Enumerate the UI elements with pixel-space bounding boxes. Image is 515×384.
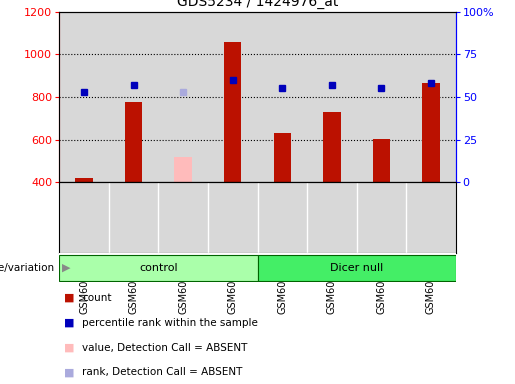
Bar: [356, 12, 406, 182]
Text: percentile rank within the sample: percentile rank within the sample: [82, 318, 259, 328]
Bar: [75, 178, 93, 182]
Bar: [109, 12, 158, 182]
Text: ■: ■: [64, 343, 75, 353]
Bar: [307, 12, 356, 182]
Bar: [175, 157, 192, 182]
Text: count: count: [82, 293, 112, 303]
Bar: [258, 255, 456, 281]
Text: control: control: [139, 263, 178, 273]
Bar: [208, 12, 258, 182]
Bar: [59, 255, 258, 281]
Bar: [224, 43, 242, 182]
Bar: [406, 12, 456, 182]
Bar: [125, 102, 142, 182]
Bar: [273, 133, 291, 182]
Text: genotype/variation: genotype/variation: [0, 263, 54, 273]
Bar: [59, 12, 109, 182]
Text: ▶: ▶: [62, 263, 71, 273]
Bar: [422, 83, 440, 182]
Title: GDS5234 / 1424976_at: GDS5234 / 1424976_at: [177, 0, 338, 9]
Bar: [323, 112, 340, 182]
Text: ■: ■: [64, 367, 75, 377]
Bar: [158, 12, 208, 182]
Text: value, Detection Call = ABSENT: value, Detection Call = ABSENT: [82, 343, 248, 353]
Text: Dicer null: Dicer null: [330, 263, 383, 273]
Text: rank, Detection Call = ABSENT: rank, Detection Call = ABSENT: [82, 367, 243, 377]
Bar: [373, 139, 390, 182]
Text: ■: ■: [64, 318, 75, 328]
Text: ■: ■: [64, 293, 75, 303]
Bar: [258, 12, 307, 182]
